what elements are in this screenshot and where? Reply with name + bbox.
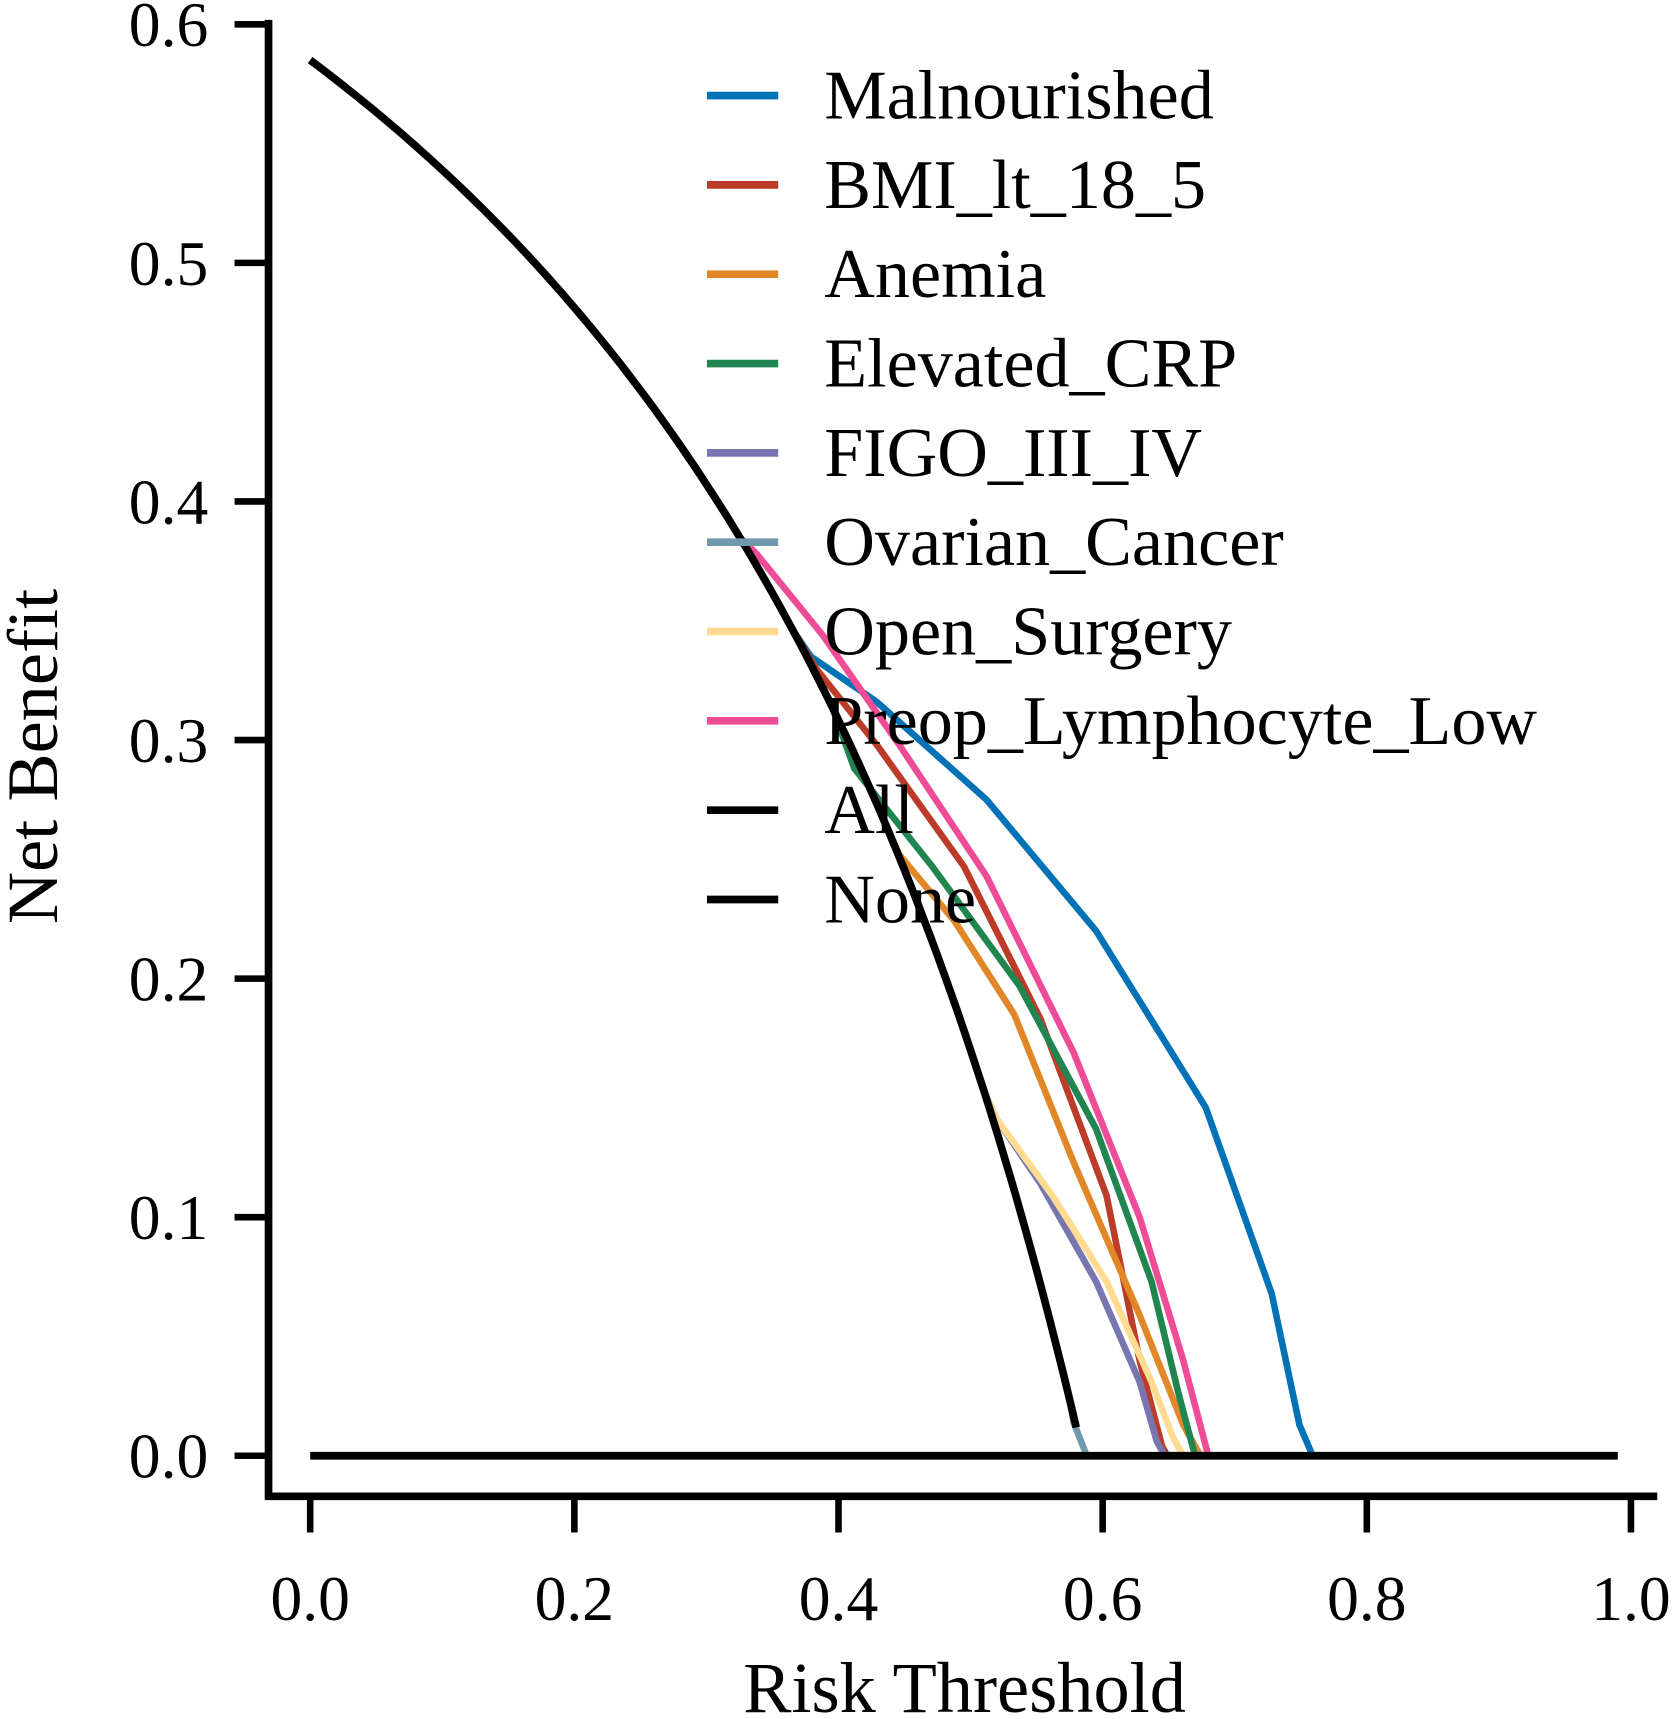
x-tick-label: 0.2	[535, 1563, 614, 1634]
legend-item-none: None	[706, 861, 976, 939]
legend-label: Ovarian_Cancer	[824, 503, 1283, 581]
legend-label: Anemia	[824, 235, 1046, 313]
legend-label: Elevated_CRP	[824, 325, 1237, 403]
axes	[264, 19, 1658, 1501]
legend-item-figo-iii-iv: FIGO_III_IV	[706, 414, 1202, 492]
legend-label: FIGO_III_IV	[824, 414, 1202, 492]
curves	[307, 57, 1618, 1460]
y-ticks: 0.0 0.1 0.2 0.3 0.4 0.5 0.6	[129, 0, 269, 1492]
x-tick-label: 0.8	[1327, 1563, 1406, 1634]
x-tick-label: 1.0	[1591, 1563, 1670, 1634]
legend-item-bmi-lt-18-5: BMI_lt_18_5	[706, 146, 1206, 224]
y-axis-title: Net Benefit	[0, 589, 73, 924]
x-axis-title: Risk Threshold	[743, 1648, 1186, 1719]
x-tick-label: 0.6	[1063, 1563, 1142, 1634]
legend-label: Open_Surgery	[824, 593, 1232, 671]
x-tick-label: 0.0	[270, 1563, 349, 1634]
x-tick-label: 0.4	[799, 1563, 878, 1634]
y-tick-label: 0.3	[129, 705, 208, 776]
legend-label: All	[824, 771, 914, 849]
x-ticks: 0.0 0.2 0.4 0.6 0.8 1.0	[270, 1496, 1671, 1634]
legend-item-malnourished: Malnourished	[706, 57, 1214, 135]
y-tick-label: 0.5	[129, 228, 208, 299]
legend: Malnourished BMI_lt_18_5 Anemia Elevated_CR…	[706, 57, 1537, 939]
legend-item-all: All	[706, 771, 914, 849]
y-tick-label: 0.2	[129, 944, 208, 1015]
legend-label: None	[824, 861, 976, 939]
legend-label: Malnourished	[824, 57, 1214, 135]
legend-label: BMI_lt_18_5	[824, 146, 1206, 224]
legend-label: Preop_Lymphocyte_Low	[824, 682, 1537, 760]
series-line-all	[307, 57, 1080, 1429]
y-tick-label: 0.1	[129, 1182, 208, 1253]
legend-item-elevated-crp: Elevated_CRP	[706, 325, 1237, 403]
legend-item-anemia: Anemia	[706, 235, 1046, 313]
legend-item-ovarian-cancer: Ovarian_Cancer	[706, 503, 1284, 581]
y-tick-label: 0.0	[129, 1421, 208, 1492]
legend-item-preop-lymphocyte-low: Preop_Lymphocyte_Low	[706, 682, 1537, 760]
legend-item-open-surgery: Open_Surgery	[706, 593, 1232, 671]
y-tick-label: 0.4	[129, 466, 208, 537]
y-tick-label: 0.6	[129, 0, 208, 60]
